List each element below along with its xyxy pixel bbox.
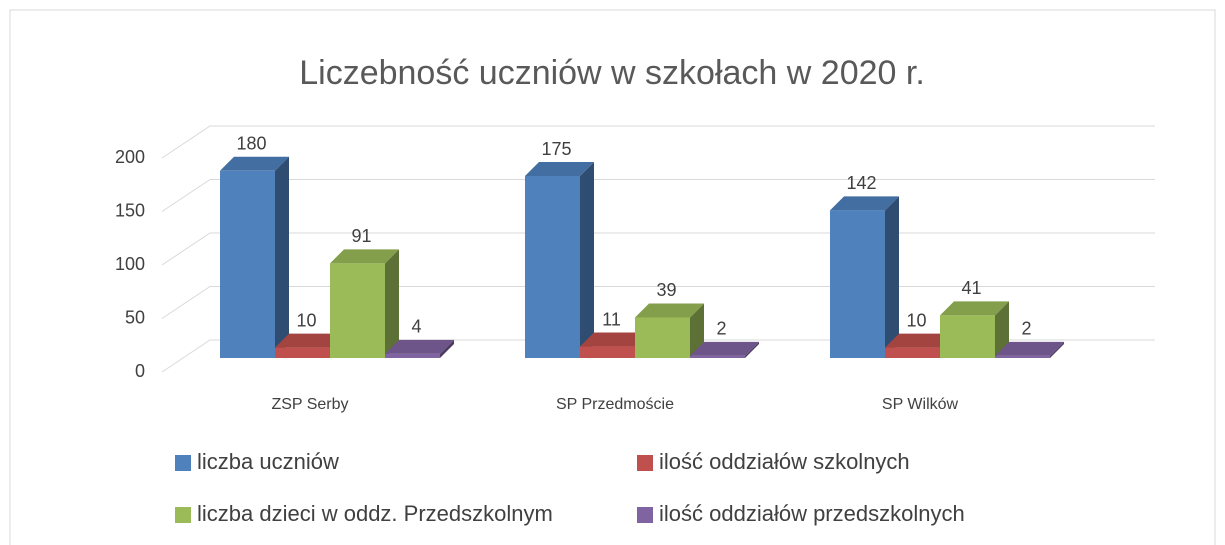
legend-label: liczba uczniów [197,449,339,474]
bar-top [580,332,649,347]
y-tick-label: 150 [115,200,145,220]
bar-side [385,249,399,358]
legend-swatch [637,455,653,471]
y-tick-label: 100 [115,254,145,274]
x-tick-label: SP Wilków [882,396,959,413]
chart-title: Liczebność uczniów w szkołach w 2020 r. [299,54,925,92]
bar [525,176,580,358]
data-label: 175 [541,139,571,159]
bar-side [275,156,289,358]
bar [580,346,635,358]
data-label: 180 [236,134,266,154]
x-tick-label: ZSP Serby [271,396,348,413]
bar [275,347,330,358]
bar-side [995,301,1009,358]
bar-side [690,303,704,358]
y-tick-label: 50 [125,307,145,327]
data-label: 2 [716,319,726,339]
legend-swatch [175,507,191,523]
y-tick-label: 0 [135,361,145,381]
bar-top [220,156,289,171]
bar-top [635,303,704,318]
bar-top [940,301,1009,316]
bar-top [995,341,1064,356]
bar-side [885,196,899,358]
bar-top [385,339,454,354]
bar [220,170,275,358]
legend-label: ilość oddziałów przedszkolnych [659,501,965,526]
bar [830,210,885,358]
grid-line [161,125,1155,159]
legend-swatch [175,455,191,471]
bar-top [275,333,344,348]
legend-swatch [637,507,653,523]
bar-top [525,162,594,176]
bar-side [580,162,594,358]
bar-top [330,249,399,264]
bar-top [830,196,899,211]
data-label: 41 [961,278,981,298]
x-tick-label: SP Przedmoście [556,396,674,413]
chart-frame [9,9,1216,545]
bar-side [440,339,454,358]
bar [690,355,745,358]
data-label: 11 [602,309,621,329]
bar-top [690,341,759,356]
bar-side [1050,341,1064,358]
bar [385,353,440,358]
data-label: 91 [351,226,371,246]
data-label: 4 [411,317,421,337]
bar [635,317,690,358]
bar [885,347,940,358]
data-label: 10 [296,310,316,330]
legend-label: ilość oddziałów szkolnych [659,449,910,474]
data-label: 10 [906,310,926,330]
y-tick-label: 200 [115,147,145,167]
bar [940,315,995,358]
bar [330,263,385,358]
bar-top [885,333,954,348]
grid-line [161,179,1155,212]
legend-label: liczba dzieci w oddz. Przedszkolnym [197,501,553,526]
bar-side [745,341,759,358]
data-label: 142 [846,173,876,193]
data-label: 39 [656,280,676,300]
data-label: 2 [1021,319,1031,339]
bar [995,355,1050,358]
